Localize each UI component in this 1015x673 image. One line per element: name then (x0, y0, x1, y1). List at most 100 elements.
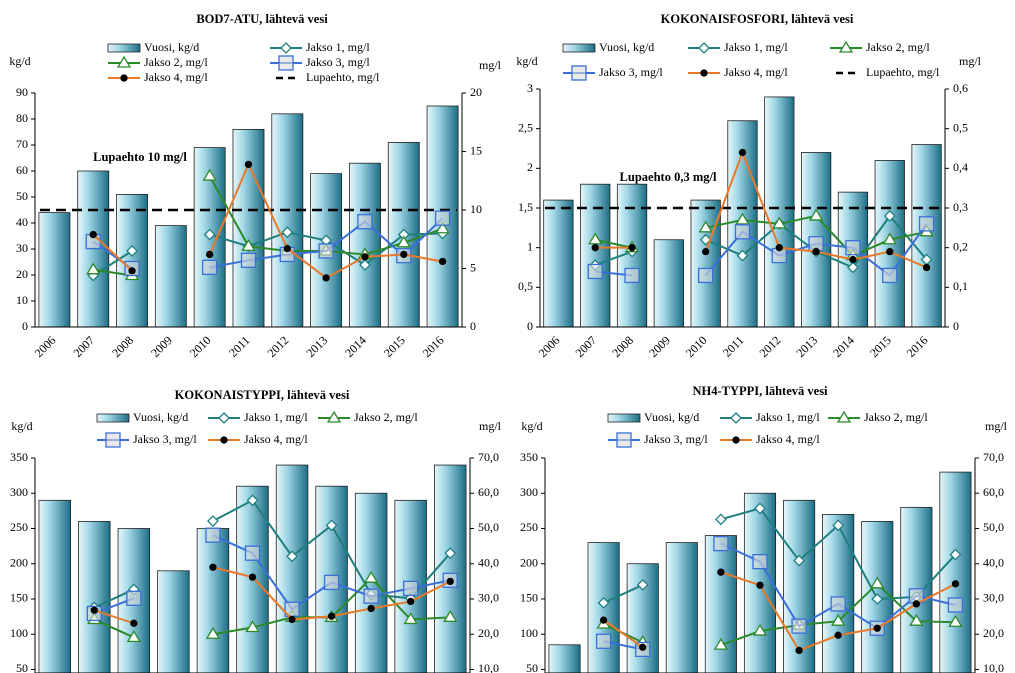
bar (548, 644, 581, 673)
marker-circle (599, 616, 608, 624)
marker-square (126, 590, 142, 606)
legend-label: Jakso 3, mg/l (644, 432, 708, 446)
y-tick-label: 200 (10, 555, 28, 569)
legend-swatch (96, 413, 130, 423)
x-tick-label: 2011 (226, 333, 253, 360)
marker-circle (248, 573, 257, 581)
legend-marker (838, 40, 854, 53)
legend-marker (700, 69, 708, 77)
marker-circle (220, 436, 228, 444)
x-tick-label: 2007 (70, 333, 97, 360)
legend-marker (732, 436, 740, 444)
chart-panel: NH4-TYPPI, lähtevä vesi kg/d mg/l 50 100 150 2… (520, 384, 1008, 673)
bar (665, 542, 698, 673)
legend-label: Jakso 1, mg/l (244, 410, 308, 424)
marker-circle (702, 247, 710, 256)
x-tick-label: 2009 (148, 333, 175, 360)
y2-axis-label: mg/l (479, 58, 502, 72)
legend-label: Jakso 4, mg/l (724, 65, 788, 79)
legend-item: Jakso 2, mg/l (830, 40, 930, 54)
x-tick-label: 2015 (381, 333, 408, 360)
marker-square (616, 432, 632, 448)
legend-label: Jakso 2, mg/l (144, 55, 208, 69)
x-tick-label: 2010 (683, 333, 710, 360)
marker-square (918, 216, 935, 232)
y-tick-label: 300 (520, 485, 538, 499)
marker-square (244, 545, 261, 561)
marker-triangle (838, 40, 854, 53)
marker-diamond (325, 519, 338, 532)
marker-diamond (754, 502, 766, 515)
x-tick-label: 2012 (265, 333, 292, 360)
marker-circle (717, 568, 725, 576)
x-tick-label: 2013 (303, 333, 330, 360)
marker-triangle (698, 220, 713, 233)
marker-square (845, 240, 861, 256)
legend-label: Vuosi, kg/d (133, 410, 188, 424)
legend-marker (571, 65, 587, 81)
bar (704, 535, 737, 673)
legend-marker (616, 432, 632, 448)
legend-item: Jakso 4, mg/l (208, 432, 308, 446)
legend-label: Vuosi, kg/d (644, 410, 699, 424)
legend-item: Jakso 1, mg/l (270, 40, 370, 54)
marker-circle (288, 615, 296, 624)
marker-square (947, 597, 964, 613)
y2-tick-label: 10,0 (478, 661, 499, 673)
y2-tick-label: 0,5 (953, 120, 968, 134)
marker-circle (639, 643, 647, 651)
bar (653, 239, 684, 328)
legend-marker (698, 42, 710, 54)
legend-item: Jakso 2, mg/l (828, 410, 928, 424)
marker-circle (400, 250, 408, 259)
bar (354, 492, 388, 673)
bar (543, 199, 574, 328)
y-tick-label: 2 (527, 160, 533, 174)
marker-triangle (435, 221, 450, 234)
y-tick-label: 250 (520, 520, 538, 534)
marker-diamond (871, 593, 884, 605)
y-tick-label: 350 (10, 450, 28, 464)
y-tick-label: 1,5 (518, 200, 533, 214)
x-tick-label: 2008 (609, 333, 636, 360)
marker-triangle (836, 410, 852, 423)
x-tick-label: 2016 (904, 333, 931, 360)
marker-square (624, 267, 640, 284)
marker-triangle (126, 630, 142, 643)
bar (822, 513, 855, 673)
y-tick-label: 90 (16, 85, 28, 99)
y2-tick-label: 40,0 (983, 555, 1004, 569)
marker-circle (90, 606, 98, 614)
marker-square (882, 267, 898, 284)
marker-circle (120, 74, 128, 82)
y2-tick-label: 60,0 (478, 485, 499, 499)
marker-square (571, 65, 587, 81)
marker-diamond (203, 228, 216, 241)
x-tick-label: 2006 (536, 333, 563, 360)
marker-circle (591, 244, 599, 252)
legend-label: Jakso 2, mg/l (866, 40, 930, 54)
legend-marker (278, 55, 294, 71)
legend-label: Jakso 4, mg/l (756, 432, 820, 446)
marker-triangle (363, 570, 379, 583)
x-tick-label: 2007 (572, 333, 599, 360)
marker-triangle (588, 232, 603, 245)
y-tick-label: 60 (16, 163, 28, 177)
bar (939, 471, 972, 673)
marker-circle (756, 581, 764, 589)
x-tick-label: 2011 (720, 333, 747, 360)
marker-triangle (909, 613, 924, 626)
legend-marker (730, 412, 742, 424)
marker-circle (130, 619, 138, 627)
marker-triangle (882, 232, 897, 245)
y2-tick-label: 10 (470, 202, 482, 216)
y-tick-label: 50 (16, 661, 28, 673)
bar (349, 162, 381, 328)
chart-panel: KOKONAISTYPPI, lähtevä vesi kg/d mg/l 50 100… (10, 388, 502, 673)
marker-triangle (772, 216, 787, 229)
legend-item: Lupaehto, mg/l (276, 70, 380, 84)
marker-square (357, 214, 373, 230)
legend-label: Vuosi, kg/d (144, 40, 199, 54)
chart-panel: KOKONAISFOSFORI, lähtevä vesi kg/d mg/l 0 0,… (516, 12, 981, 360)
